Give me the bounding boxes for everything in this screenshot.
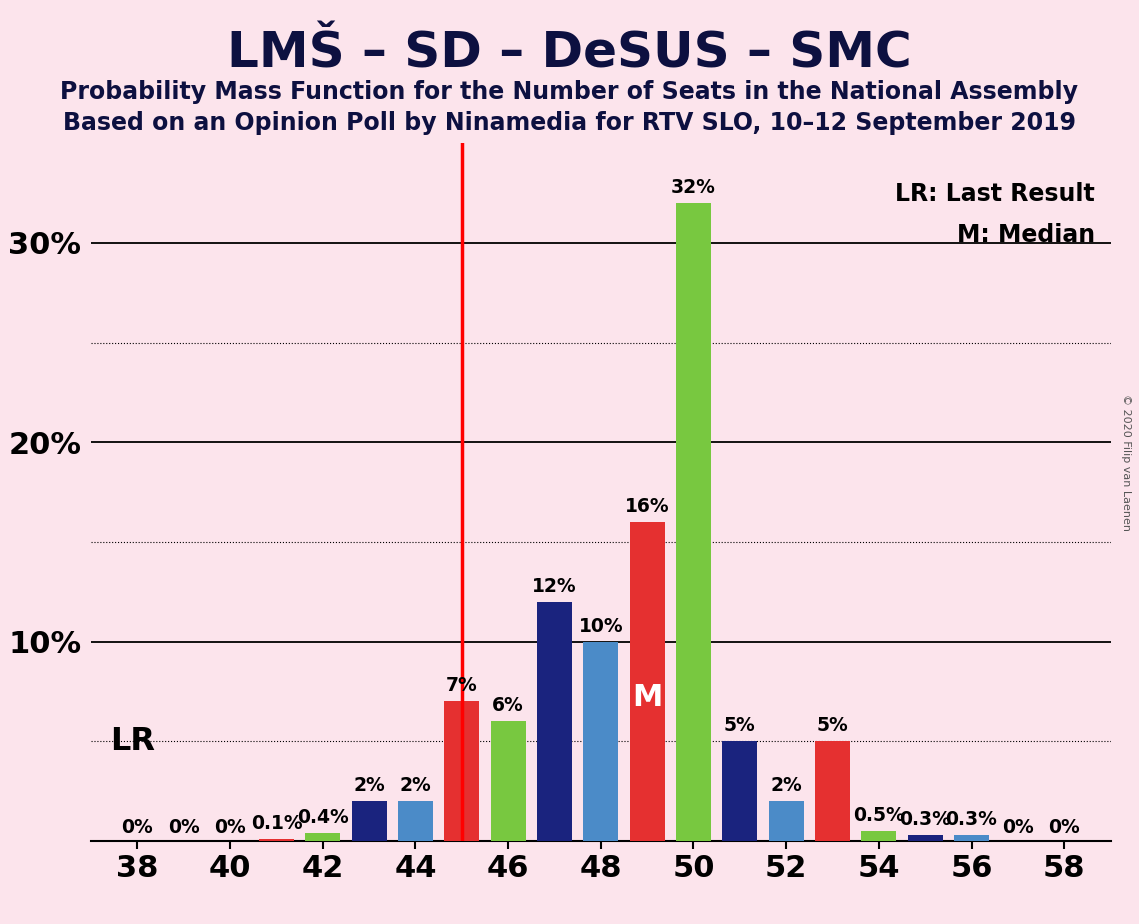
Bar bbox=[769, 801, 803, 841]
Text: 0%: 0% bbox=[1048, 818, 1080, 837]
Text: Based on an Opinion Poll by Ninamedia for RTV SLO, 10–12 September 2019: Based on an Opinion Poll by Ninamedia fo… bbox=[63, 111, 1076, 135]
Bar bbox=[954, 835, 989, 841]
Bar bbox=[630, 522, 664, 841]
Text: 6%: 6% bbox=[492, 697, 524, 715]
Text: 5%: 5% bbox=[724, 716, 755, 736]
Bar bbox=[677, 203, 711, 841]
Bar bbox=[816, 741, 850, 841]
Text: M: M bbox=[632, 683, 663, 711]
Bar bbox=[908, 835, 943, 841]
Text: LR: LR bbox=[109, 725, 155, 757]
Bar bbox=[444, 701, 480, 841]
Bar bbox=[399, 801, 433, 841]
Bar bbox=[491, 722, 525, 841]
Text: 32%: 32% bbox=[671, 178, 716, 197]
Bar bbox=[861, 831, 896, 841]
Text: 2%: 2% bbox=[353, 776, 385, 795]
Text: 0.4%: 0.4% bbox=[297, 808, 349, 827]
Bar bbox=[352, 801, 386, 841]
Text: 0%: 0% bbox=[122, 818, 154, 837]
Text: 2%: 2% bbox=[400, 776, 432, 795]
Text: 12%: 12% bbox=[532, 577, 576, 596]
Text: Probability Mass Function for the Number of Seats in the National Assembly: Probability Mass Function for the Number… bbox=[60, 80, 1079, 104]
Text: 5%: 5% bbox=[817, 716, 849, 736]
Text: 2%: 2% bbox=[770, 776, 802, 795]
Text: 16%: 16% bbox=[625, 497, 670, 516]
Text: 0%: 0% bbox=[1002, 818, 1034, 837]
Bar bbox=[538, 602, 572, 841]
Text: 0.3%: 0.3% bbox=[945, 809, 998, 829]
Text: LMŠ – SD – DeSUS – SMC: LMŠ – SD – DeSUS – SMC bbox=[227, 30, 912, 78]
Text: 0%: 0% bbox=[214, 818, 246, 837]
Text: 0%: 0% bbox=[167, 818, 199, 837]
Text: 0.1%: 0.1% bbox=[251, 814, 302, 833]
Bar bbox=[583, 641, 618, 841]
Text: M: Median: M: Median bbox=[957, 224, 1096, 248]
Text: 0.5%: 0.5% bbox=[853, 806, 904, 825]
Text: LR: Last Result: LR: Last Result bbox=[895, 182, 1096, 205]
Text: 0.3%: 0.3% bbox=[900, 809, 951, 829]
Bar bbox=[259, 839, 294, 841]
Text: © 2020 Filip van Laenen: © 2020 Filip van Laenen bbox=[1121, 394, 1131, 530]
Text: 7%: 7% bbox=[446, 676, 477, 696]
Bar bbox=[305, 833, 341, 841]
Text: 10%: 10% bbox=[579, 616, 623, 636]
Bar bbox=[722, 741, 757, 841]
